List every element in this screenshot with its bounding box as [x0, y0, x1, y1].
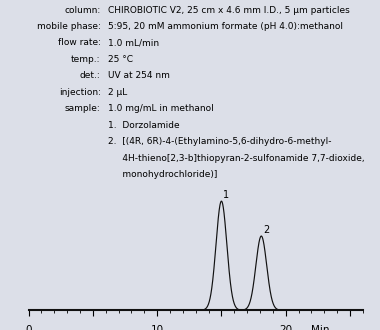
Text: mobile phase:: mobile phase:	[37, 22, 101, 31]
Text: 1.0 mL/min: 1.0 mL/min	[108, 38, 160, 48]
Text: 2: 2	[263, 225, 269, 235]
Text: 5:95, 20 mM ammonium formate (pH 4.0):methanol: 5:95, 20 mM ammonium formate (pH 4.0):me…	[108, 22, 343, 31]
Text: temp.:: temp.:	[71, 55, 101, 64]
Text: 4H-thieno[2,3-b]thiopyran-2-sulfonamide 7,7-dioxide,: 4H-thieno[2,3-b]thiopyran-2-sulfonamide …	[108, 153, 365, 163]
Text: 0: 0	[25, 325, 32, 330]
Text: det.:: det.:	[80, 71, 101, 80]
Text: UV at 254 nm: UV at 254 nm	[108, 71, 170, 80]
Text: 1.0 mg/mL in methanol: 1.0 mg/mL in methanol	[108, 104, 214, 113]
Text: 2.  [(4R, 6R)-4-(Ethylamino-5,6-dihydro-6-methyl-: 2. [(4R, 6R)-4-(Ethylamino-5,6-dihydro-6…	[108, 137, 332, 146]
Text: 1.  Dorzolamide: 1. Dorzolamide	[108, 121, 180, 130]
Text: 25 °C: 25 °C	[108, 55, 133, 64]
Text: flow rate:: flow rate:	[58, 38, 101, 48]
Text: CHIROBIOTIC V2, 25 cm x 4.6 mm I.D., 5 μm particles: CHIROBIOTIC V2, 25 cm x 4.6 mm I.D., 5 μ…	[108, 6, 350, 15]
Text: injection:: injection:	[59, 88, 101, 97]
Text: column:: column:	[65, 6, 101, 15]
Text: 2 μL: 2 μL	[108, 88, 128, 97]
Text: 1: 1	[223, 190, 230, 200]
Text: 10: 10	[150, 325, 164, 330]
Text: monohydrochloride)]: monohydrochloride)]	[108, 170, 218, 179]
Text: Min: Min	[312, 325, 330, 330]
Text: sample:: sample:	[65, 104, 101, 113]
Text: 20: 20	[279, 325, 292, 330]
